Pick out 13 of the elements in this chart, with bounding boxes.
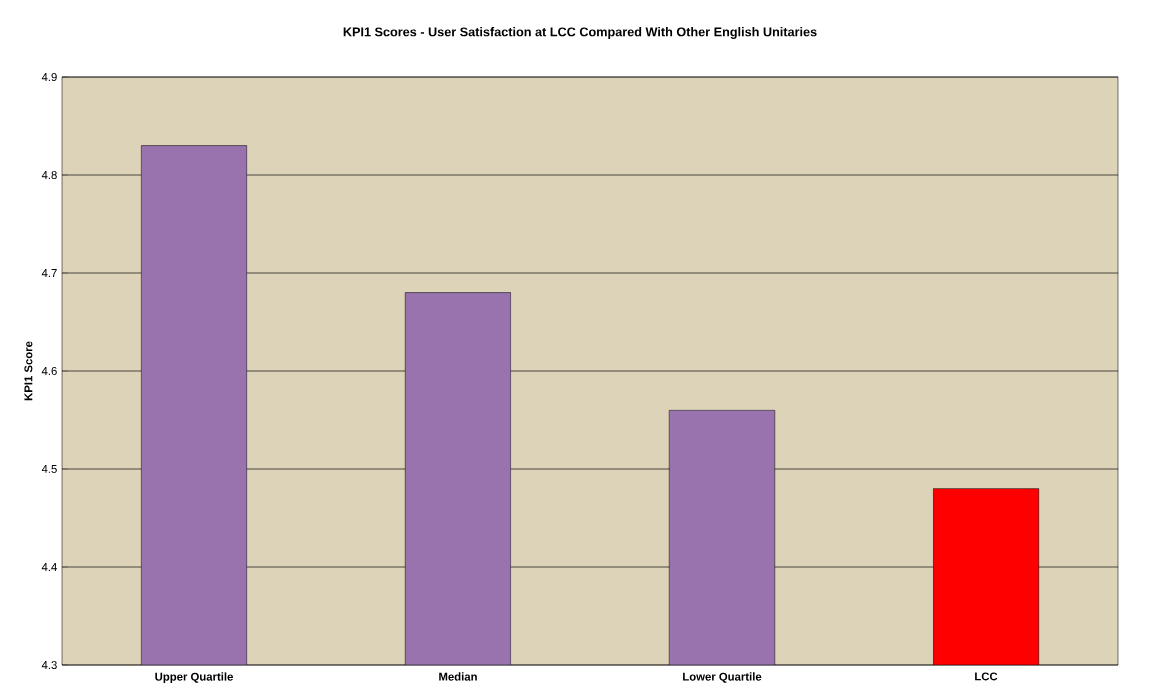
x-tick-label: Lower Quartile [683,672,762,683]
y-tick-label: 4.9 [41,73,57,82]
chart-title: KPI1 Scores - User Satisfaction at LCC Compared With Other English Unitaries [343,27,817,39]
y-tick-label: 4.8 [41,171,57,180]
y-tick-label: 4.4 [41,563,57,571]
x-tick-label: LCC [975,672,998,681]
y-tick-label: 4.7 [41,269,57,277]
x-tick-label: Median [439,672,477,681]
y-tick-label: 4.6 [41,367,57,376]
y-tick-label: 4.3 [41,661,57,670]
y-axis-title: KPI1 Score [24,341,33,401]
y-tick-label: 4.5 [41,465,57,473]
x-tick-label: Upper Quartile [155,672,233,683]
